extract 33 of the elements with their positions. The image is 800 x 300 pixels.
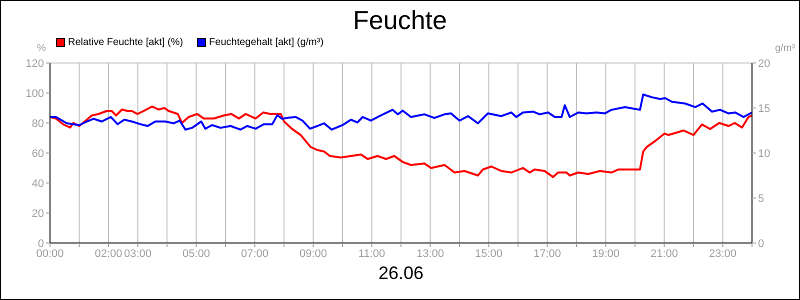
y-tick-label: 40 xyxy=(32,178,44,190)
chart-title: Feuchte xyxy=(352,5,448,36)
legend-label: Feuchtegehalt [akt] (g/m³) xyxy=(209,37,324,48)
x-tick-label: 09:00 xyxy=(299,248,328,260)
y2-axis-title: g/m³ xyxy=(775,43,795,54)
x-tick-label: 19:00 xyxy=(592,248,620,260)
y-tick-label: 100 xyxy=(26,88,44,100)
line-series xyxy=(50,106,752,178)
x-tick-label: 07:00 xyxy=(240,248,269,260)
y2-tick-label: 20 xyxy=(758,58,770,70)
x-tick-label: 11:00 xyxy=(358,248,386,260)
x-tick-label: 13:00 xyxy=(416,248,444,260)
legend-label: Relative Feuchte [akt] (%) xyxy=(68,37,184,48)
x-tick-label: 00:00 xyxy=(36,248,64,260)
x-tick-label: 17:00 xyxy=(533,248,562,260)
y2-tick-label: 0 xyxy=(758,238,764,250)
y2-tick-label: 15 xyxy=(758,102,770,115)
y-tick-label: 120 xyxy=(26,58,44,70)
x-axis-title: 26.06 xyxy=(377,263,425,284)
y-tick-label: 0 xyxy=(38,238,44,250)
x-tick-label: 03:00 xyxy=(124,248,152,260)
x-tick-label: 02:00 xyxy=(94,248,122,260)
y2-tick-label: 10 xyxy=(758,148,770,160)
y-axis-title: % xyxy=(37,43,46,54)
x-tick-label: 23:00 xyxy=(708,248,737,260)
y2-tick-label: 5 xyxy=(758,192,764,205)
y-tick-label: 20 xyxy=(32,208,44,220)
x-tick-label: 21:00 xyxy=(650,248,678,260)
line-series xyxy=(50,94,752,131)
y-tick-label: 80 xyxy=(32,118,44,130)
x-tick-label: 15:00 xyxy=(474,248,503,260)
x-tick-label: 05:00 xyxy=(182,248,210,260)
y-tick-label: 60 xyxy=(32,148,44,160)
